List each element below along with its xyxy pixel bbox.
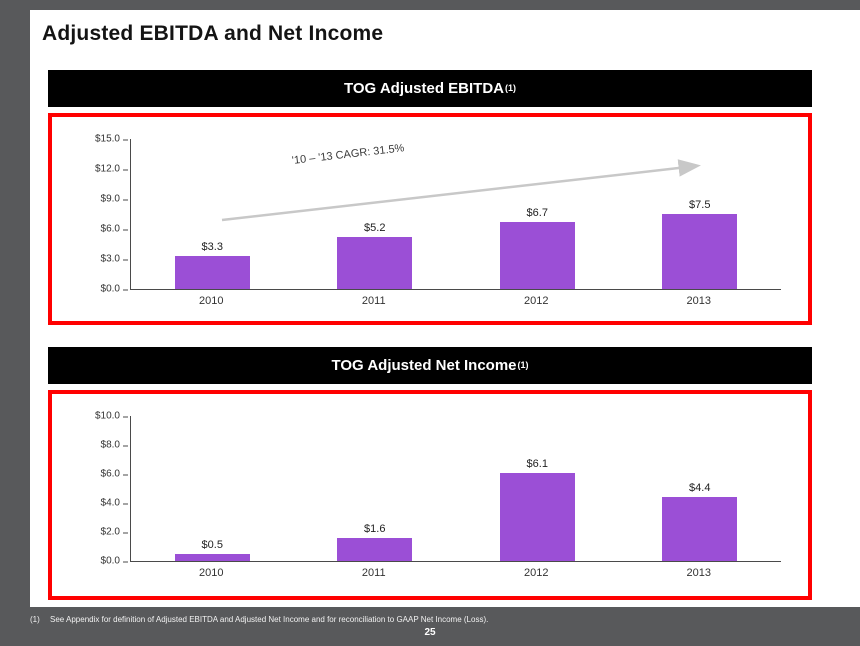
bar-series: $3.3 $5.2 $6.7 $7.5: [131, 139, 781, 289]
bar: [499, 472, 575, 561]
y-axis: $10.0 $8.0 $6.0 $4.0 $2.0 $0.0: [52, 411, 130, 567]
x-axis: 2010 2011 2012 2013: [130, 295, 780, 307]
y-axis-tick-label: $9.0: [101, 194, 130, 205]
footnote-marker-sup: (1): [517, 360, 529, 370]
x-axis-tick-label: 2013: [686, 295, 711, 307]
plot-area: $3.3 $5.2 $6.7 $7.5: [130, 139, 781, 290]
y-axis-tick-label: $12.0: [95, 164, 130, 175]
footnote-text: See Appendix for definition of Adjusted …: [50, 615, 489, 624]
y-axis-tick-label: $4.0: [101, 498, 130, 509]
bar-value-label: $4.4: [689, 482, 711, 495]
x-axis-tick-label: 2010: [199, 567, 224, 579]
bar-value-label: $5.2: [364, 222, 386, 234]
bar-column: $6.7: [456, 139, 619, 289]
bar: [337, 237, 413, 289]
bar-column: $0.5: [131, 416, 294, 561]
y-axis-tick-label: $10.0: [95, 411, 130, 422]
x-axis-tick-label: 2012: [524, 295, 549, 307]
bar: [499, 222, 575, 289]
bar-column: $3.3: [131, 139, 294, 289]
y-axis: $15.0 $12.0 $9.0 $6.0 $3.0 $0.0: [52, 134, 130, 295]
bar: [174, 256, 250, 289]
bar-value-label: $6.1: [526, 457, 548, 470]
bar: [174, 553, 250, 561]
x-axis: 2010 2011 2012 2013: [130, 567, 780, 579]
y-axis-tick-label: $3.0: [101, 254, 130, 265]
plot-area: $0.5 $1.6 $6.1 $4.4: [130, 416, 781, 562]
bar-column: $4.4: [619, 416, 782, 561]
bar-series: $0.5 $1.6 $6.1 $4.4: [131, 416, 781, 561]
footnote-marker: (1): [30, 615, 40, 624]
x-axis-tick-label: 2011: [361, 295, 386, 307]
bar: [662, 214, 738, 289]
x-axis-tick-label: 2010: [199, 295, 224, 307]
x-axis-tick-label: 2011: [361, 567, 386, 579]
ebitda-chart-banner: TOG Adjusted EBITDA (1): [48, 70, 812, 107]
bar: [337, 537, 413, 561]
y-axis-tick-label: $8.0: [101, 440, 130, 451]
footnote: (1) See Appendix for definition of Adjus…: [30, 615, 488, 624]
bar-column: $6.1: [456, 416, 619, 561]
ebitda-chart-banner-label: TOG Adjusted EBITDA: [343, 80, 504, 97]
y-axis-tick-label: $15.0: [95, 134, 130, 145]
x-axis-tick-label: 2012: [524, 567, 549, 579]
net-income-chart-banner-label: TOG Adjusted Net Income: [331, 357, 517, 374]
bar-column: $5.2: [294, 139, 457, 289]
bar-value-label: $6.7: [526, 207, 548, 219]
y-axis-tick-label: $0.0: [101, 556, 130, 567]
bar-value-label: $1.6: [364, 522, 386, 535]
x-axis-tick-label: 2013: [686, 567, 711, 579]
net-income-chart-banner: TOG Adjusted Net Income (1): [48, 347, 812, 384]
bar-value-label: $7.5: [689, 199, 711, 211]
slide-title: Adjusted EBITDA and Net Income: [42, 22, 384, 45]
ebitda-bar-chart: $15.0 $12.0 $9.0 $6.0 $3.0 $0.0 $3.3 $5.2 $6.7 $…: [48, 113, 812, 325]
footnote-marker-sup: (1): [505, 83, 516, 93]
bar-value-label: $0.5: [201, 538, 223, 551]
bar: [662, 497, 738, 561]
net-income-bar-chart: $10.0 $8.0 $6.0 $4.0 $2.0 $0.0 $0.5 $1.6 $6.1 $4…: [48, 390, 812, 600]
y-axis-tick-label: $2.0: [101, 527, 130, 538]
page-number: 25: [424, 627, 436, 638]
y-axis-tick-label: $6.0: [101, 224, 130, 235]
bar-column: $1.6: [294, 416, 457, 561]
y-axis-tick-label: $6.0: [101, 469, 130, 480]
bar-value-label: $3.3: [201, 241, 223, 253]
bar-column: $7.5: [619, 139, 782, 289]
y-axis-tick-label: $0.0: [101, 284, 130, 295]
